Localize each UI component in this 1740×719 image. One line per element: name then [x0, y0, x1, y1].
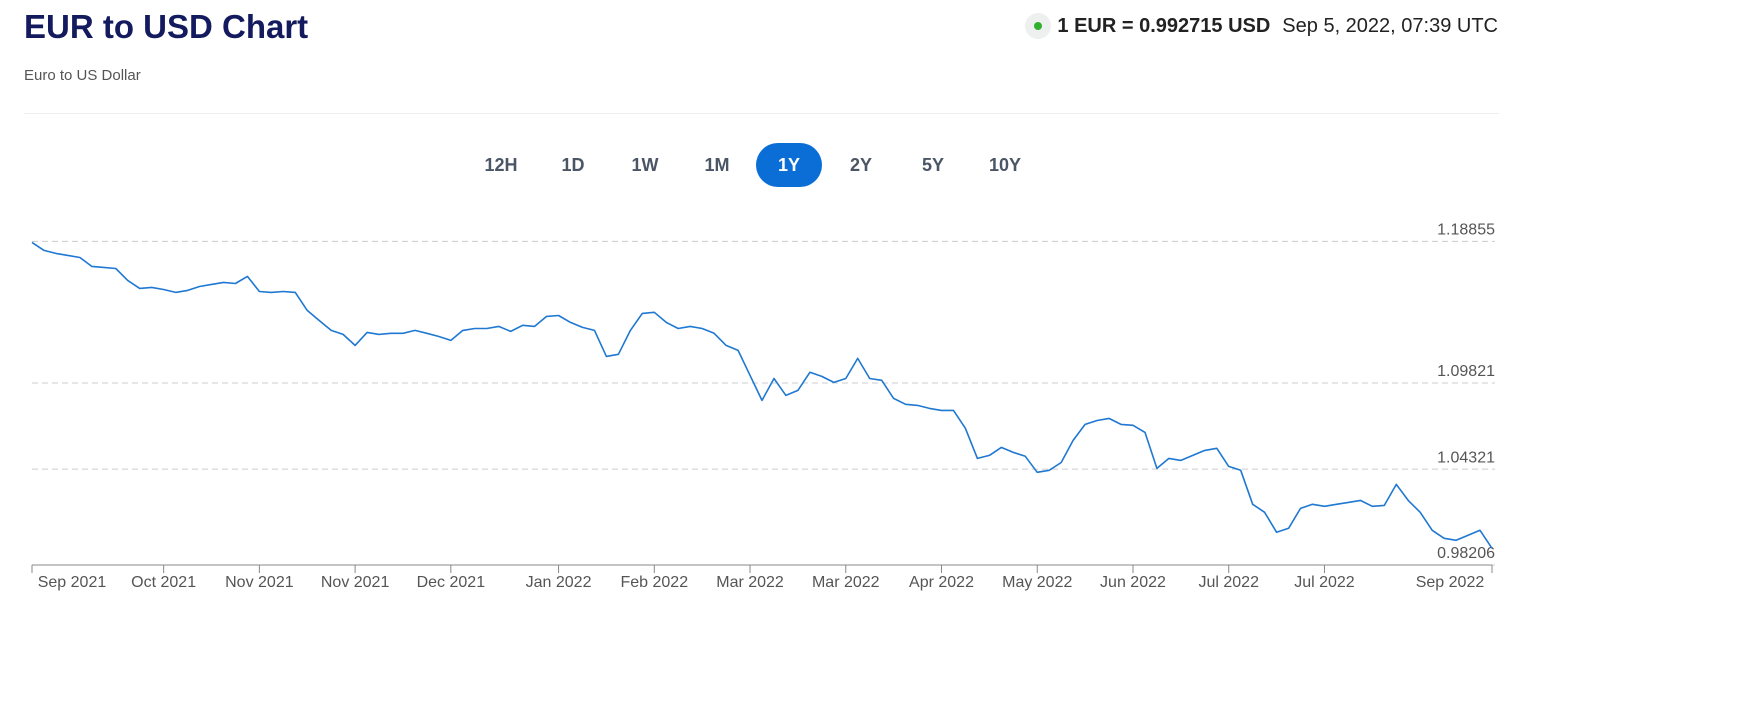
range-button[interactable]: 10Y	[972, 143, 1038, 187]
range-button[interactable]: 5Y	[900, 143, 966, 187]
x-tick-label: Jul 2022	[1294, 574, 1355, 591]
divider	[24, 113, 1499, 114]
x-tick-label: Jun 2022	[1100, 574, 1166, 591]
range-button[interactable]: 1M	[684, 143, 750, 187]
x-tick-label: Dec 2021	[417, 574, 486, 591]
x-tick-label: May 2022	[1002, 574, 1072, 591]
x-tick-label: Jan 2022	[526, 574, 592, 591]
x-tick-label: Jul 2022	[1198, 574, 1259, 591]
x-tick-label: Sep 2022	[1416, 574, 1485, 591]
subtitle: Euro to US Dollar	[24, 67, 141, 84]
x-tick-label: Nov 2021	[225, 574, 294, 591]
price-line	[31, 241, 1493, 549]
y-tick-label: 0.98206	[1437, 545, 1495, 562]
title: EUR to USD Chart	[24, 8, 309, 45]
x-tick-label: Mar 2022	[812, 574, 880, 591]
range-button[interactable]: 1D	[540, 143, 606, 187]
range-button[interactable]: 2Y	[828, 143, 894, 187]
x-tick-label: Feb 2022	[620, 574, 688, 591]
live-dot	[1025, 13, 1052, 39]
x-tick-label: Oct 2021	[131, 574, 196, 591]
range-button[interactable]: 1Y	[756, 143, 822, 187]
timestamp: Sep 5, 2022, 07:39 UTC	[1282, 14, 1498, 37]
x-tick-label: Nov 2021	[321, 574, 390, 591]
x-tick-label: Apr 2022	[909, 574, 974, 591]
range-button[interactable]: 1W	[612, 143, 678, 187]
rate-box: 1 EUR = 0.992715 USD Sep 5, 2022, 07:39 …	[1025, 13, 1498, 39]
x-tick-label: Sep 2021	[38, 574, 107, 591]
x-tick-label: Mar 2022	[716, 574, 784, 591]
rate: 1 EUR = 0.992715 USD	[1057, 14, 1271, 37]
range-buttons: 12H 1D 1W 1M 1Y 2Y 5Y 10Y	[468, 143, 1044, 187]
range-button[interactable]: 12H	[468, 143, 534, 187]
y-tick-label: 1.09821	[1437, 363, 1495, 380]
y-tick-label: 1.04321	[1437, 449, 1495, 466]
y-tick-label: 1.18855	[1437, 222, 1495, 239]
